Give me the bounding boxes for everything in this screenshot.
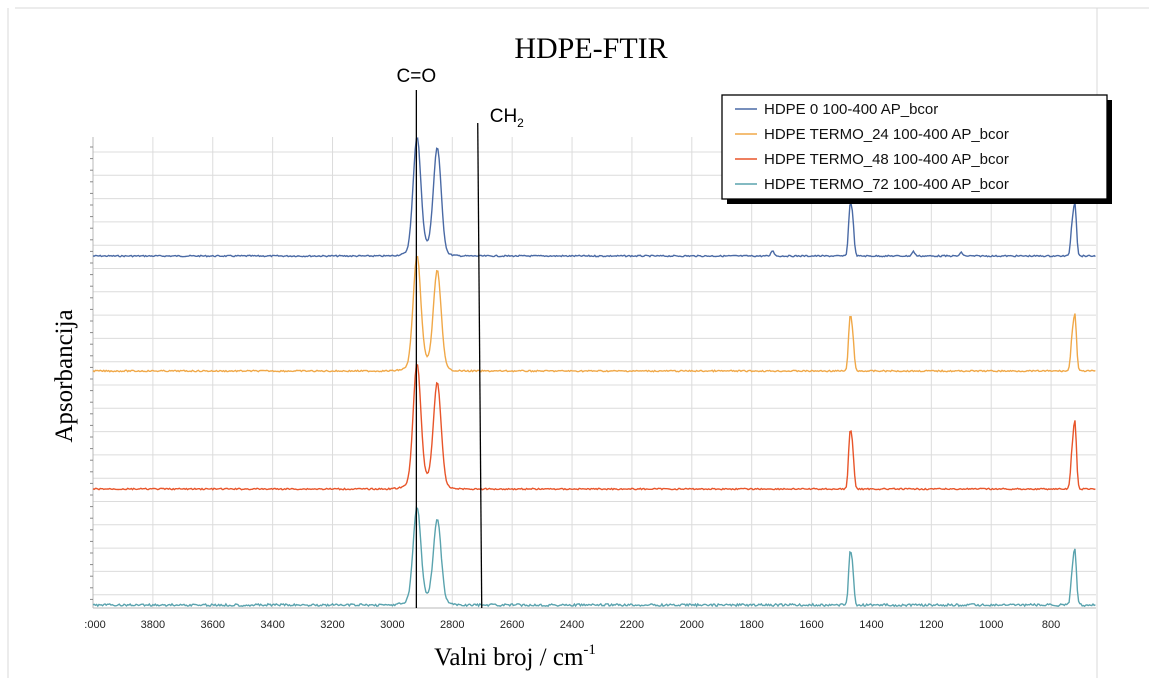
x-tick-label: 1200 — [919, 619, 943, 631]
x-tick-label: 1800 — [739, 619, 763, 631]
legend: HDPE 0 100-400 AP_bcor HDPE TERMO_24 100-… — [721, 94, 1112, 204]
y-axis-label: Apsorbancija — [51, 309, 78, 442]
series-line — [92, 137, 1096, 258]
x-tick-label: :000 — [84, 619, 105, 631]
ch2-annotation-sub: 2 — [517, 116, 524, 130]
chart-title: HDPE-FTIR — [514, 32, 667, 65]
legend-entry: HDPE 0 100-400 AP_bcor — [764, 101, 938, 118]
ch2-annotation: CH2 — [490, 106, 524, 130]
grid-lines — [92, 137, 1096, 609]
x-axis-label-exponent: -1 — [583, 642, 596, 658]
series-lines — [92, 137, 1096, 608]
x-tick-label: 1000 — [979, 619, 1003, 631]
x-axis-label-main: Valni broj / cm — [434, 644, 584, 671]
x-tick-label: 2800 — [440, 619, 464, 631]
series-line — [92, 255, 1096, 373]
legend-entry: HDPE TERMO_24 100-400 AP_bcor — [764, 126, 1009, 143]
x-tick-label: 2200 — [620, 619, 644, 631]
x-tick-labels: :000 3800 3600 3400 3200 3000 2800 2600 2400 2200… — [84, 619, 1060, 631]
series-line — [92, 505, 1096, 608]
x-tick-label: 3600 — [201, 619, 225, 631]
ch2-marker-line — [477, 122, 483, 609]
x-tick-label: 1600 — [799, 619, 823, 631]
legend-box — [721, 94, 1108, 200]
co-annotation: C=O — [397, 66, 437, 87]
legend-entry: HDPE TERMO_48 100-400 AP_bcor — [764, 151, 1009, 168]
x-tick-label: 3200 — [320, 619, 344, 631]
ch2-annotation-main: CH — [490, 106, 517, 127]
y-tick-marks — [90, 146, 93, 600]
x-tick-label: 3000 — [380, 619, 404, 631]
x-tick-label: 3400 — [260, 619, 284, 631]
x-tick-label: 2000 — [680, 619, 704, 631]
x-tick-label: 800 — [1042, 619, 1060, 631]
x-tick-label: 1400 — [859, 619, 883, 631]
legend-entry: HDPE TERMO_72 100-400 AP_bcor — [764, 176, 1009, 193]
x-tick-label: 2600 — [500, 619, 524, 631]
x-axis-label: Valni broj / cm-1 — [434, 642, 596, 671]
series-line — [92, 363, 1096, 491]
x-tick-label: 2400 — [560, 619, 584, 631]
x-tick-label: 3800 — [141, 619, 165, 631]
